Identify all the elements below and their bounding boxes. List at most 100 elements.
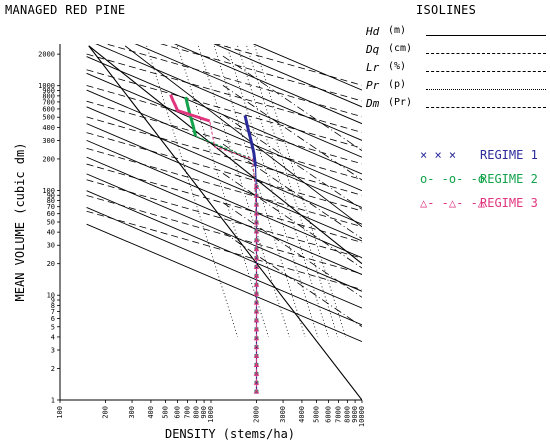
isoline-pr (254, 45, 347, 338)
regime-series (169, 94, 260, 394)
y-tick-label: 800 (42, 92, 55, 100)
triangle-marker (253, 219, 260, 225)
isoline-hd (86, 207, 362, 326)
x-tick-label: 1000 (207, 406, 215, 423)
x-tick-label: 10000 (358, 406, 366, 427)
isoline-dq (160, 44, 362, 102)
x-tick-label: 7000 (335, 406, 343, 423)
y-tick-label: 1000 (38, 82, 55, 90)
isoline-dashed-swatch (426, 53, 546, 54)
triangle-marker (253, 210, 260, 216)
x-tick-label: 400 (147, 406, 155, 419)
y-tick-label: 3 (51, 347, 55, 355)
isoline-dq (215, 44, 362, 86)
isoline-dq (86, 195, 362, 275)
x-tick-label: 700 (184, 406, 192, 419)
series-line (170, 94, 257, 392)
isoline-dm (222, 55, 362, 151)
isoline-symbol: Dm (366, 97, 380, 110)
y-tick-label: 8 (51, 302, 55, 310)
isoline-dm (222, 231, 362, 327)
triangle-marker (253, 264, 260, 269)
x-tick-label: 600 (174, 406, 182, 419)
y-tick-label: 30 (47, 242, 55, 250)
isoline-dm (222, 114, 362, 210)
y-axis-label: MEAN VOLUME (cubic dm) (13, 143, 27, 302)
y-tick-label: 60 (47, 210, 55, 218)
triangle-marker (253, 317, 260, 323)
x-tick-label: 4000 (298, 406, 306, 423)
chart-title: MANAGED RED PINE (5, 3, 126, 17)
y-tick-label: 300 (42, 137, 55, 145)
isoline-unit: (cm) (388, 43, 413, 54)
isoline-hd (213, 44, 362, 108)
y-tick-label: 20 (47, 260, 55, 268)
x-tick-label: 200 (101, 406, 109, 419)
x-tick-label: 500 (162, 406, 170, 419)
isoline-solid-swatch (426, 35, 546, 36)
triangle-marker (253, 192, 260, 198)
triangle-marker (253, 246, 260, 252)
y-tick-label: 700 (42, 98, 55, 106)
legend-regime-3-label: REGIME 3 (480, 196, 538, 210)
isoline-unit: (p) (388, 79, 407, 90)
isoline-dq (86, 210, 362, 290)
isoline-dm (222, 85, 362, 181)
triangle-marker (253, 353, 260, 359)
isoline-symbol: Pr (366, 79, 380, 92)
y-tick-label: 40 (47, 229, 55, 237)
triangle-marker (253, 361, 260, 367)
x-tick-label: 300 (128, 406, 136, 419)
triangle-marker-icon: △- -△- -△ (420, 196, 486, 210)
x-tick-label: 3000 (279, 406, 287, 423)
x-tick-label: 6000 (325, 406, 333, 423)
isoline-dq (86, 179, 362, 259)
isoline-dm (222, 202, 362, 298)
x-tick-label: 5000 (313, 406, 321, 423)
isoline-dq (86, 116, 362, 196)
triangle-marker (253, 183, 260, 189)
isoline-symbol: Lr (366, 61, 380, 74)
isoline-hd (134, 44, 362, 141)
y-tick-label: 2 (51, 365, 55, 373)
x-marker-icon: × × × (420, 148, 457, 162)
isoline-hd (86, 123, 362, 242)
isoline-hd (252, 44, 362, 91)
triangle-marker (253, 370, 260, 376)
isoline-pr: Pr (p) (366, 79, 546, 93)
triangle-marker (253, 388, 260, 394)
isoline-hd: Hd (m) (366, 25, 546, 39)
series-regime-3 (169, 94, 260, 394)
isoline-symbol: Hd (366, 25, 380, 38)
y-tick-label: 200 (42, 155, 55, 163)
isoline-unit: (Pr) (388, 97, 413, 108)
isoline-dq (86, 132, 362, 212)
triangle-marker (253, 237, 260, 243)
y-tick-label: 80 (47, 197, 55, 205)
triangle-marker (253, 344, 260, 350)
boundary-line (88, 45, 362, 400)
x-tick-label: 8000 (343, 406, 351, 423)
thinning-segment (243, 115, 257, 167)
triangle-marker (253, 228, 260, 234)
y-tick-label: 90 (47, 192, 55, 200)
y-tick-label: 2000 (38, 51, 55, 59)
y-tick-label: 100 (42, 187, 55, 195)
isoline-hd (86, 139, 362, 259)
x-tick-label: 800 (192, 406, 200, 419)
isoline-dotted-swatch (426, 89, 546, 90)
isoline-hd (86, 106, 362, 225)
y-tick-label: 9 (51, 297, 55, 305)
isoline-symbol: Dq (366, 43, 380, 56)
y-tick-label: 6 (51, 315, 55, 323)
isoline-dq (86, 85, 362, 165)
y-tick-label: 900 (42, 87, 55, 95)
isolines-title: ISOLINES (416, 3, 477, 17)
isoline-unit: (%) (388, 61, 407, 72)
x-tick-label: 900 (200, 406, 208, 419)
isoline-lr: Lr (%) (366, 61, 546, 75)
triangle-marker (253, 326, 260, 332)
isoline-unit: (m) (388, 25, 407, 36)
